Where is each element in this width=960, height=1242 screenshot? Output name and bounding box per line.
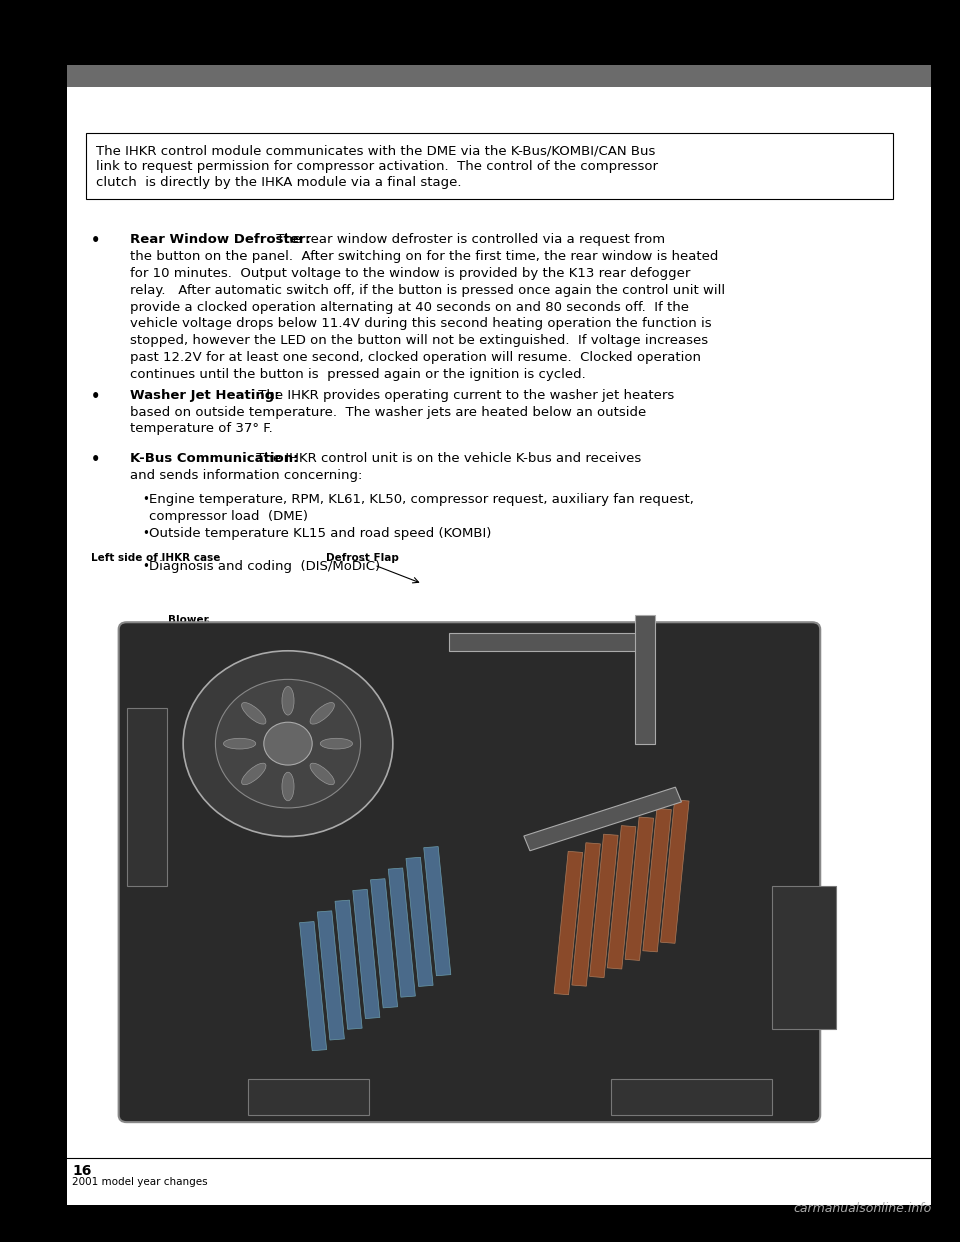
Text: temperature of 37° F.: temperature of 37° F.	[130, 422, 273, 435]
Text: carmanualsonline.info: carmanualsonline.info	[793, 1202, 931, 1215]
Text: K-Bus Communication:: K-Bus Communication:	[130, 452, 299, 465]
Text: •: •	[142, 527, 149, 539]
Text: Blower: Blower	[168, 615, 208, 625]
Text: Ventilation Flap: Ventilation Flap	[624, 646, 717, 656]
Ellipse shape	[224, 738, 255, 749]
Bar	[335, 900, 362, 1030]
Text: •: •	[142, 493, 149, 505]
Bar	[388, 868, 416, 997]
Text: Washer Jet Heating:: Washer Jet Heating:	[130, 389, 279, 401]
Text: 16: 16	[72, 1164, 91, 1177]
Ellipse shape	[310, 763, 334, 785]
Text: Rear Window Defroster:: Rear Window Defroster:	[130, 233, 310, 246]
Bar	[423, 847, 451, 976]
Text: vehicle voltage drops below 11.4V during this second heating operation the funct: vehicle voltage drops below 11.4V during…	[130, 317, 711, 330]
Text: Stratification flap: Stratification flap	[624, 699, 729, 709]
Text: provide a clocked operation alternating at 40 seconds on and 80 seconds off.  If: provide a clocked operation alternating …	[130, 301, 688, 313]
Bar	[67, 19, 931, 65]
Bar	[611, 1079, 772, 1115]
Text: The IHKR provides operating current to the washer jet heaters: The IHKR provides operating current to t…	[254, 389, 675, 401]
Ellipse shape	[242, 763, 266, 785]
Ellipse shape	[242, 703, 266, 724]
Text: Defrost Flap: Defrost Flap	[326, 553, 399, 563]
Text: The rear window defroster is controlled via a request from: The rear window defroster is controlled …	[272, 233, 665, 246]
Text: Outlet, rear footwell: Outlet, rear footwell	[211, 1112, 332, 1122]
Text: The IHKR control module communicates with the DME via the K-Bus/KOMBI/CAN Bus: The IHKR control module communicates wit…	[96, 144, 656, 156]
Text: clutch  is directly by the IHKA module via a final stage.: clutch is directly by the IHKA module vi…	[96, 176, 462, 189]
Bar	[86, 133, 893, 199]
Text: compressor load  (DME): compressor load (DME)	[149, 509, 308, 523]
Bar	[406, 857, 433, 986]
Bar	[772, 887, 836, 1030]
Bar	[67, 87, 931, 1205]
Bar	[572, 843, 600, 986]
Text: Engine temperature, RPM, KL61, KL50, compressor request, auxiliary fan request,: Engine temperature, RPM, KL61, KL50, com…	[149, 493, 694, 505]
Text: Diagnosis and coding  (DIS/MoDiC): Diagnosis and coding (DIS/MoDiC)	[149, 560, 380, 573]
Text: and sends information concerning:: and sends information concerning:	[130, 468, 362, 482]
Bar	[300, 922, 326, 1051]
Bar	[318, 910, 345, 1040]
Bar	[127, 708, 167, 887]
Text: continues until the button is  pressed again or the ignition is cycled.: continues until the button is pressed ag…	[130, 368, 586, 380]
Text: Left side of IHKR case: Left side of IHKR case	[91, 553, 221, 563]
Bar	[449, 633, 651, 651]
Ellipse shape	[282, 687, 294, 715]
Bar	[248, 1079, 369, 1115]
Text: •: •	[142, 560, 149, 573]
Bar	[625, 817, 654, 960]
Text: •: •	[91, 452, 101, 467]
Bar	[524, 787, 682, 851]
Bar	[608, 826, 636, 969]
Text: for 10 minutes.  Output voltage to the window is provided by the K13 rear defogg: for 10 minutes. Output voltage to the wi…	[130, 267, 690, 279]
Ellipse shape	[282, 773, 294, 801]
Text: Heater Core: Heater Core	[691, 832, 762, 842]
Text: •: •	[91, 389, 101, 404]
Text: Outside temperature KL15 and road speed (KOMBI): Outside temperature KL15 and road speed …	[149, 527, 492, 539]
Text: Evaporator: Evaporator	[211, 950, 276, 960]
Text: Outlet, Rear compartment: Outlet, Rear compartment	[624, 1037, 779, 1047]
Text: stopped, however the LED on the button will not be extinguished.  If voltage inc: stopped, however the LED on the button w…	[130, 334, 708, 347]
Text: 2001 model year changes: 2001 model year changes	[72, 1177, 207, 1187]
Bar	[643, 809, 671, 951]
Ellipse shape	[321, 738, 352, 749]
Bar	[660, 800, 689, 944]
Text: The IHKR control unit is on the vehicle K-bus and receives: The IHKR control unit is on the vehicle …	[252, 452, 641, 465]
Text: the button on the panel.  After switching on for the first time, the rear window: the button on the panel. After switching…	[130, 250, 718, 263]
Bar	[371, 878, 397, 1009]
Text: link to request permission for compressor activation.  The control of the compre: link to request permission for compresso…	[96, 160, 658, 173]
Bar	[635, 615, 655, 744]
Bar	[67, 65, 931, 87]
Text: past 12.2V for at least one second, clocked operation will resume.  Clocked oper: past 12.2V for at least one second, cloc…	[130, 350, 701, 364]
Circle shape	[215, 679, 361, 809]
Bar	[589, 835, 618, 977]
Text: relay.   After automatic switch off, if the button is pressed once again the con: relay. After automatic switch off, if th…	[130, 283, 725, 297]
Ellipse shape	[310, 703, 334, 724]
Text: •: •	[91, 233, 101, 248]
Text: based on outside temperature.  The washer jets are heated below an outside: based on outside temperature. The washer…	[130, 405, 646, 419]
FancyBboxPatch shape	[119, 622, 820, 1123]
Circle shape	[183, 651, 393, 837]
Bar	[352, 889, 380, 1018]
Circle shape	[264, 722, 312, 765]
Bar	[554, 851, 583, 995]
